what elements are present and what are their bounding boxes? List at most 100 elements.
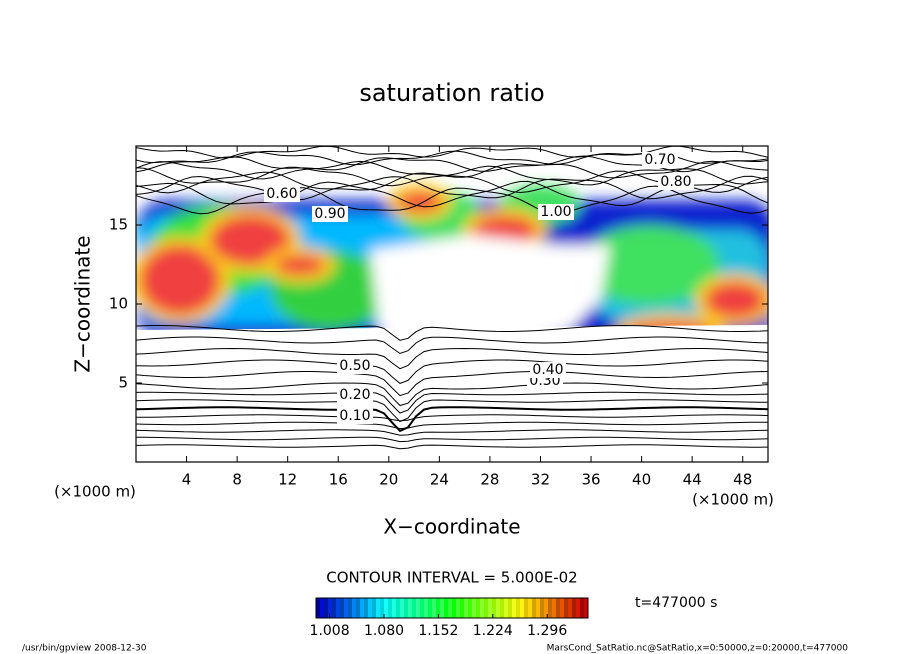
colorbar-cell <box>368 598 373 618</box>
colorbar-frame <box>315 597 589 619</box>
colorbar-cell <box>500 598 505 618</box>
contour-label: 0.90 <box>314 206 345 222</box>
contour-label-bg <box>337 387 373 403</box>
colorbar-cell <box>524 598 529 618</box>
contour-line <box>136 180 768 208</box>
contour-line <box>136 165 768 187</box>
colorbar-cell <box>320 598 325 618</box>
contour-label-bg <box>658 174 694 190</box>
contour-line <box>136 421 768 430</box>
colorbar-cell <box>400 598 405 618</box>
colorbar-cell <box>356 598 361 618</box>
contour-line <box>136 324 768 341</box>
x-tick-label: 40 <box>632 471 651 489</box>
colorbar: 1.008 1.080 1.152 1.224 1.296 <box>310 597 589 639</box>
colorbar-cell <box>440 598 445 618</box>
contour-line <box>136 382 768 407</box>
colorbar-cell <box>452 598 457 618</box>
chart-title: saturation ratio <box>359 79 544 107</box>
colorbar-tick-label: 1.008 <box>310 623 350 639</box>
colorbar-cell <box>484 598 489 618</box>
colorbar-cell <box>372 598 377 618</box>
colorbar-cell <box>552 598 557 618</box>
colorbar-cell <box>328 598 333 618</box>
x-axis-label: X−coordinate <box>383 515 520 539</box>
x-tick-label: 44 <box>683 471 702 489</box>
contour-line <box>136 336 768 355</box>
colorbar-cell <box>332 598 337 618</box>
colorbar-cell <box>496 598 501 618</box>
colorbar-cell <box>488 598 493 618</box>
contour-label-bg <box>312 206 348 222</box>
colorbar-cell <box>508 598 513 618</box>
colorbar-cell <box>364 598 369 618</box>
colorbar-cell <box>408 598 413 618</box>
colorbar-cell <box>536 598 541 618</box>
colorbar-cell <box>344 598 349 618</box>
colorbar-cell <box>528 598 533 618</box>
colorbar-tick-label: 1.080 <box>364 623 404 639</box>
field-blob <box>140 245 220 315</box>
colorbar-cell <box>468 598 473 618</box>
contour-line <box>136 414 768 422</box>
colorbar-cell <box>520 598 525 618</box>
colorbar-cell <box>432 598 437 618</box>
colorbar-cell <box>532 598 537 618</box>
colorbar-cell <box>416 598 421 618</box>
color-field <box>136 184 768 350</box>
contour-label-bg <box>642 152 678 168</box>
contour-label: 0.80 <box>660 174 691 190</box>
colorbar-cell <box>544 598 549 618</box>
colorbar-cell <box>464 598 469 618</box>
colorbar-cell <box>504 598 509 618</box>
contour-label-bg <box>530 362 566 378</box>
colorbar-cell <box>516 598 521 618</box>
colorbar-cell <box>560 598 565 618</box>
colorbar-cell <box>444 598 449 618</box>
contour-label-bg <box>337 408 373 424</box>
x-tick-label: 36 <box>581 471 600 489</box>
colorbar-cell <box>584 598 589 618</box>
colorbar-cell <box>480 598 485 618</box>
field-blob <box>210 215 290 265</box>
footer-left: /usr/bin/gpview 2008-12-30 <box>22 644 147 654</box>
contour-line <box>136 359 768 384</box>
contour-label: 0.20 <box>339 387 370 403</box>
y-tick-label: 10 <box>109 295 128 313</box>
contour-label: 0.60 <box>266 186 297 202</box>
contour-line <box>136 371 768 397</box>
colorbar-cell <box>376 598 381 618</box>
contour-line <box>136 429 768 436</box>
contour-interval: CONTOUR INTERVAL = 5.000E-02 <box>326 569 577 587</box>
contour-line <box>136 175 768 201</box>
y-tick-label: 15 <box>109 216 128 234</box>
colorbar-cell <box>472 598 477 618</box>
colorbar-cell <box>576 598 581 618</box>
field-blob <box>705 282 765 318</box>
footer-right: MarsCond_SatRatio.nc@SatRatio,x=0:50000,… <box>547 644 849 654</box>
contour-label-bg <box>264 186 300 202</box>
colorbar-cell <box>412 598 417 618</box>
colorbar-cell <box>380 598 385 618</box>
x-tick-label: 32 <box>531 471 550 489</box>
x-tick-label: 28 <box>480 471 499 489</box>
colorbar-cell <box>572 598 577 618</box>
colorbar-cell <box>448 598 453 618</box>
contour-label-bg <box>337 358 373 374</box>
colorbar-cell <box>436 598 441 618</box>
contour-line <box>136 146 768 159</box>
contour-line <box>136 399 768 423</box>
colorbar-cell <box>316 598 321 618</box>
contour-line <box>136 444 768 450</box>
colorbar-cell <box>404 598 409 618</box>
colorbar-tick-label: 1.152 <box>418 623 458 639</box>
y-unit: (×1000 m) <box>54 483 136 501</box>
field-blob <box>580 225 720 305</box>
field: 0.100.200.300.400.500.600.700.800.90 1.00 <box>136 146 768 462</box>
contour-line <box>136 406 768 433</box>
colorbar-cell <box>512 598 517 618</box>
colorbar-cell <box>476 598 481 618</box>
colorbar-cell <box>360 598 365 618</box>
x-unit: (×1000 m) <box>692 491 774 509</box>
contour-label: 0.40 <box>532 362 563 378</box>
